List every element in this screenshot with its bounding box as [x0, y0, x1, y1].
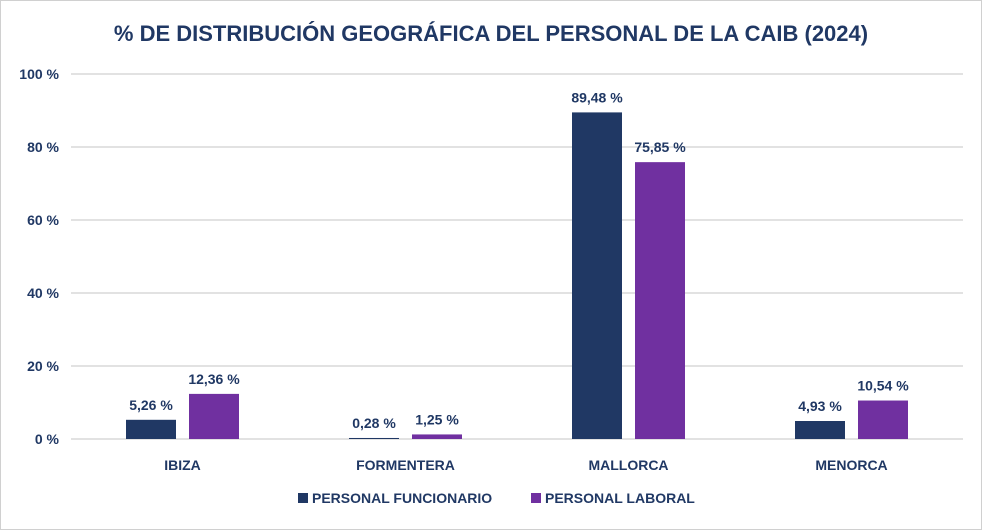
y-tick-label: 100 %: [19, 66, 59, 82]
legend-label: PERSONAL LABORAL: [545, 490, 695, 506]
y-tick-label: 60 %: [27, 212, 59, 228]
legend-swatch: [531, 493, 541, 503]
x-tick-label: MENORCA: [815, 457, 887, 473]
data-label: 1,25 %: [415, 411, 459, 427]
chart-title: % DE DISTRIBUCIÓN GEOGRÁFICA DEL PERSONA…: [113, 21, 869, 46]
data-label: 4,93 %: [798, 398, 842, 414]
legend-label: PERSONAL FUNCIONARIO: [312, 490, 492, 506]
legend-swatch: [298, 493, 308, 503]
bar-funcionario: [126, 419, 176, 439]
y-tick-label: 80 %: [27, 139, 59, 155]
data-label: 10,54 %: [857, 378, 909, 394]
data-label: 5,26 %: [129, 397, 173, 413]
data-label: 12,36 %: [188, 371, 240, 387]
x-tick-label: FORMENTERA: [356, 457, 455, 473]
bar-funcionario: [572, 112, 622, 439]
data-label: 75,85 %: [634, 139, 686, 155]
x-tick-label: MALLORCA: [588, 457, 668, 473]
bar-laboral: [189, 393, 239, 439]
bar-funcionario: [349, 437, 399, 439]
data-label: 89,48 %: [571, 89, 623, 105]
y-tick-label: 20 %: [27, 358, 59, 374]
bar-laboral: [635, 162, 685, 439]
y-tick-label: 0 %: [35, 431, 60, 447]
y-tick-label: 40 %: [27, 285, 59, 301]
bar-laboral: [858, 400, 908, 439]
bar-funcionario: [795, 421, 845, 439]
x-tick-label: IBIZA: [164, 457, 201, 473]
bar-laboral: [412, 434, 462, 439]
data-label: 0,28 %: [352, 415, 396, 431]
